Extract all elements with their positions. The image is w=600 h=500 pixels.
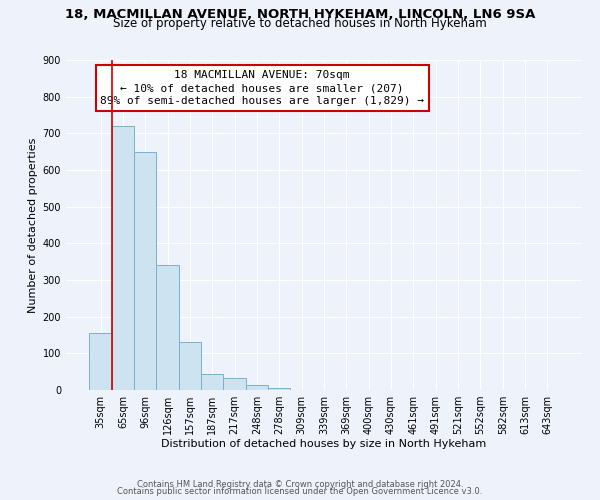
Bar bbox=[157, 266, 179, 390]
Bar bbox=[179, 342, 201, 390]
Bar bbox=[89, 333, 112, 390]
Bar bbox=[201, 374, 223, 390]
Text: Contains HM Land Registry data © Crown copyright and database right 2024.: Contains HM Land Registry data © Crown c… bbox=[137, 480, 463, 489]
Bar bbox=[246, 384, 268, 390]
Bar bbox=[268, 388, 290, 390]
Text: 18 MACMILLAN AVENUE: 70sqm
← 10% of detached houses are smaller (207)
89% of sem: 18 MACMILLAN AVENUE: 70sqm ← 10% of deta… bbox=[100, 70, 424, 106]
Y-axis label: Number of detached properties: Number of detached properties bbox=[28, 138, 38, 312]
Bar bbox=[223, 378, 246, 390]
Bar bbox=[134, 152, 157, 390]
Text: 18, MACMILLAN AVENUE, NORTH HYKEHAM, LINCOLN, LN6 9SA: 18, MACMILLAN AVENUE, NORTH HYKEHAM, LIN… bbox=[65, 8, 535, 20]
X-axis label: Distribution of detached houses by size in North Hykeham: Distribution of detached houses by size … bbox=[161, 438, 487, 448]
Bar bbox=[112, 126, 134, 390]
Text: Contains public sector information licensed under the Open Government Licence v3: Contains public sector information licen… bbox=[118, 487, 482, 496]
Text: Size of property relative to detached houses in North Hykeham: Size of property relative to detached ho… bbox=[113, 18, 487, 30]
